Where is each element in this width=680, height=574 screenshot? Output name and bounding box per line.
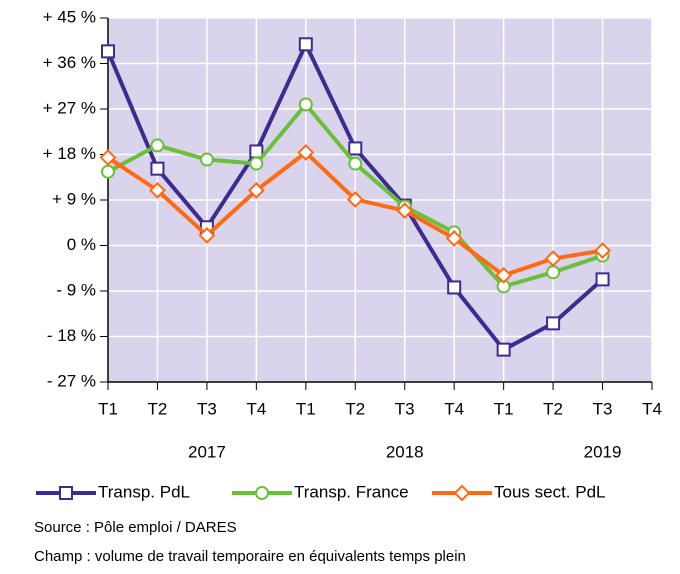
x-tick-label: T2 <box>345 399 365 418</box>
point <box>298 37 313 52</box>
x-tick-label: T3 <box>197 399 217 418</box>
year-label: 2017 <box>188 442 226 461</box>
x-tick-label: T3 <box>395 399 415 418</box>
point <box>298 97 313 112</box>
point <box>297 144 315 161</box>
point <box>247 181 265 199</box>
legend-marker <box>59 486 73 500</box>
point <box>101 44 115 59</box>
x-tick-label: T1 <box>296 399 316 418</box>
x-tick-label: T4 <box>642 399 662 418</box>
y-tick-label: - 18 % <box>47 326 96 345</box>
y-tick-label: + 18 % <box>43 144 96 163</box>
point <box>495 266 513 284</box>
y-tick-label: + 9 % <box>52 189 96 208</box>
year-label: 2019 <box>584 442 622 461</box>
y-tick-label: 0 % <box>67 235 96 254</box>
y-tick-label: + 36 % <box>43 53 96 72</box>
point <box>544 250 562 268</box>
scope-note: Champ : volume de travail temporaire en … <box>34 548 466 565</box>
x-tick-label: T4 <box>246 399 266 418</box>
point <box>99 149 117 166</box>
point <box>348 141 363 156</box>
point <box>198 226 216 244</box>
x-tick-label: T2 <box>543 399 563 418</box>
point <box>249 156 264 171</box>
point <box>346 191 364 208</box>
y-tick-label: - 27 % <box>47 371 96 390</box>
y-tick-label: + 45 % <box>43 7 96 26</box>
legend-label: Transp. France <box>294 482 409 501</box>
point <box>496 342 511 357</box>
point <box>149 181 166 199</box>
legend-label: Tous sect. PdL <box>494 482 606 501</box>
x-tick-label: T3 <box>593 399 613 418</box>
y-tick-label: + 27 % <box>43 98 96 117</box>
point <box>445 230 463 247</box>
point <box>546 316 561 331</box>
legend-marker <box>255 486 269 500</box>
point <box>594 242 611 259</box>
y-tick-label: - 9 % <box>56 280 96 299</box>
x-tick-label: T2 <box>148 399 168 418</box>
x-tick-label: T1 <box>98 399 118 418</box>
point <box>546 265 561 280</box>
point <box>447 280 462 295</box>
year-label: 2018 <box>386 442 424 461</box>
point <box>595 272 610 287</box>
legend-label: Transp. PdL <box>98 482 190 501</box>
point <box>348 156 363 171</box>
point <box>396 202 414 220</box>
point <box>101 164 115 179</box>
legend-marker <box>453 484 471 502</box>
point <box>150 161 165 176</box>
x-tick-label: T4 <box>444 399 464 418</box>
source-note: Source : Pôle emploi / DARES <box>34 519 237 536</box>
x-tick-label: T1 <box>494 399 514 418</box>
point <box>150 138 165 153</box>
point <box>199 152 214 167</box>
